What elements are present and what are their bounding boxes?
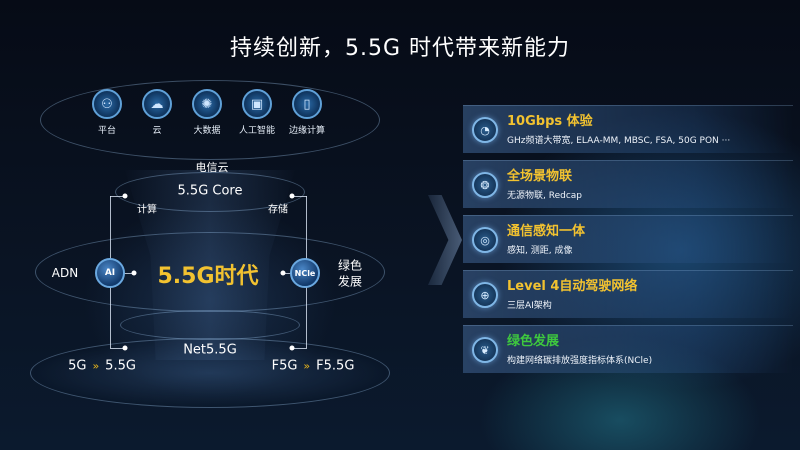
net-label: Net5.5G [183,342,237,358]
net-ring [120,310,300,340]
big-data-icon: ✺ [192,89,222,119]
to-label: 5.5G [105,358,136,374]
card-subtitle: 三层AI架构 [507,301,552,311]
bottom-ring [30,338,390,408]
evolution-5g: 5G » 5.5G [68,359,136,374]
core-label: 5.5G Core [177,183,243,199]
era-label: 5.5G时代 [157,264,259,289]
left-bracket-top [110,196,125,197]
card-subtitle: 感知, 测距, 成像 [507,246,573,256]
dot [122,345,128,351]
dot [289,193,295,199]
feature-card: ❦ 绿色发展 构建网络碳排放强度指标体系(NCle) [463,325,793,373]
right-bracket-bottom [292,348,307,349]
dot [122,193,128,199]
double-chevron-icon: » [92,359,100,373]
feature-card: ◔ 10Gbps 体验 GHz频谱大带宽, ELAA-MM, MBSC, FSA… [463,105,793,153]
dot [131,270,137,276]
dot [289,345,295,351]
cloud-icon: ☁ [142,89,172,119]
top-icon-label: 平台 [97,126,117,136]
telecom-cloud-label: 电信云 [195,161,229,174]
to-label: F5.5G [316,358,355,374]
slide-title: 持续创新，5.5G 时代带来新能力 [229,36,571,61]
green-label-line2: 发展 [337,274,363,289]
storage-label: 存储 [268,204,288,216]
evolution-f5g: F5G » F5.5G [272,359,355,374]
dot [280,270,286,276]
feature-card: ❂ 全场景物联 无源物联, Redcap [463,160,793,208]
sensing-icon: ◎ [472,227,498,253]
platform-icon: ⚇ [92,89,122,119]
adn-label: ADN [51,266,79,280]
card-title: 通信感知一体 [507,224,586,239]
leaf-icon: ❦ [472,337,498,363]
from-label: 5G [68,358,87,374]
feature-card: ◎ 通信感知一体 感知, 测距, 成像 [463,215,793,263]
feature-card: ⊕ Level 4自动驾驶网络 三层AI架构 [463,270,793,318]
iot-icon: ❂ [472,172,498,198]
network-globe-icon: ⊕ [472,282,498,308]
card-subtitle: 构建网络碳排放强度指标体系(NCle) [507,356,653,366]
core-ring [115,172,305,212]
right-bracket-top [292,196,307,197]
card-title: 全场景物联 [507,169,573,184]
card-title: 10Gbps 体验 [507,114,593,129]
from-label: F5G [271,358,298,374]
edge-computing-icon: ▯ [292,89,322,119]
top-icon-label: 边缘计算 [288,126,326,136]
green-label-line1: 绿色 [337,258,363,273]
ai-node: AI [95,258,125,288]
top-icon-label: 大数据 [193,126,221,136]
left-bracket-bottom [110,348,125,349]
double-chevron-icon: » [303,359,311,373]
top-icon-label: 云 [152,126,162,136]
card-subtitle: GHz频谱大带宽, ELAA-MM, MBSC, FSA, 50G PON ··… [507,136,731,146]
ncle-node: NCle [290,258,320,288]
timer-icon: ◔ [472,117,498,143]
top-ring [40,80,380,160]
card-title: Level 4自动驾驶网络 [507,279,638,294]
ai-chip-icon: ▣ [242,89,272,119]
top-icon-label: 人工智能 [238,126,276,136]
card-subtitle: 无源物联, Redcap [507,191,582,201]
compute-label: 计算 [137,204,157,216]
card-title: 绿色发展 [507,334,560,349]
